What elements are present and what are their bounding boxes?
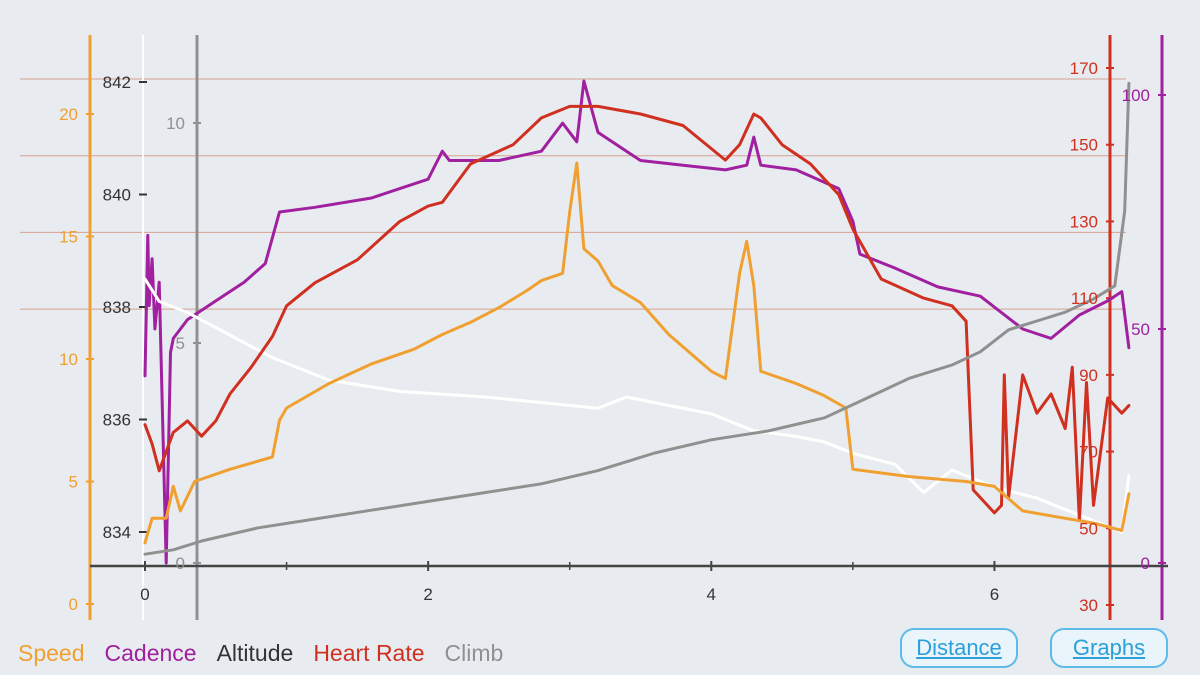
climb-tick-label-5: 5 <box>176 334 185 353</box>
cadence-tick-label-100: 100 <box>1122 86 1150 105</box>
heart_rate-tick-label-30: 30 <box>1079 596 1098 615</box>
heart_rate-tick-label-90: 90 <box>1079 366 1098 385</box>
cadence-tick-label-50: 50 <box>1131 320 1150 339</box>
altitude-tick-label-834: 834 <box>103 523 131 542</box>
legend-cadence[interactable]: Cadence <box>104 640 197 666</box>
legend-speed[interactable]: Speed <box>18 640 85 666</box>
altitude-tick-label-842: 842 <box>103 73 131 92</box>
speed-tick-label-20: 20 <box>59 105 78 124</box>
cadence-tick-label-0: 0 <box>1141 554 1150 573</box>
series-lines <box>143 79 1131 565</box>
legend-climb[interactable]: Climb <box>444 640 504 666</box>
climb-tick-label-10: 10 <box>166 114 185 133</box>
axes <box>86 35 1168 620</box>
series-cadence <box>143 79 1131 565</box>
series-speed <box>143 161 1131 545</box>
legend-heart-rate[interactable]: Heart Rate <box>313 640 425 666</box>
speed-tick-label-0: 0 <box>69 595 78 614</box>
heart_rate-tick-label-170: 170 <box>1070 59 1098 78</box>
x-tick-label-6: 6 <box>990 585 999 604</box>
x-tick-label-2: 2 <box>423 585 432 604</box>
altitude-tick-label-838: 838 <box>103 298 131 317</box>
heart-rate-gridlines <box>20 78 1126 310</box>
legend-altitude[interactable]: Altitude <box>216 640 294 666</box>
heart_rate-tick-label-150: 150 <box>1070 136 1098 155</box>
tick-labels: 0 2 4 6 0 5 10 15 20 834 836 838 840 842 0 5 10 30 50 70 90 1… <box>59 59 1150 615</box>
x-tick-label-4: 4 <box>707 585 716 604</box>
speed-tick-label-5: 5 <box>69 473 78 492</box>
heart_rate-tick-label-130: 130 <box>1070 212 1098 231</box>
altitude-tick-label-840: 840 <box>103 186 131 205</box>
heart_rate-tick-label-50: 50 <box>1079 519 1098 538</box>
distance-button[interactable]: Distance <box>900 628 1018 668</box>
speed-tick-label-10: 10 <box>59 350 78 369</box>
heart_rate-tick-label-110: 110 <box>1071 289 1098 308</box>
heart_rate-tick-label-70: 70 <box>1079 443 1098 462</box>
legend: Speed Cadence Altitude Heart Rate Climb <box>18 640 503 667</box>
climb-tick-label-0: 0 <box>176 554 185 573</box>
series-climb <box>143 81 1131 556</box>
x-tick-label-0: 0 <box>140 585 149 604</box>
graphs-button[interactable]: Graphs <box>1050 628 1168 668</box>
speed-tick-label-15: 15 <box>59 228 78 247</box>
altitude-tick-label-836: 836 <box>103 411 131 430</box>
series-heart_rate <box>143 104 1131 523</box>
